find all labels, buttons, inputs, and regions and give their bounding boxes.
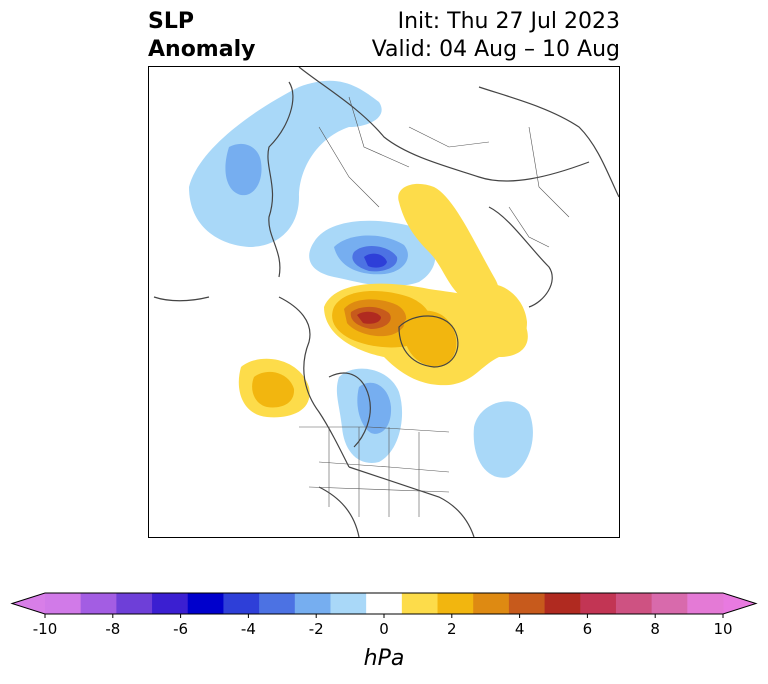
colorbar-swatch: [80, 593, 117, 614]
colorbar-over-arrow: [723, 593, 756, 614]
colorbar-unit-label: hPa: [363, 646, 405, 671]
positive-greenland: [403, 310, 457, 367]
negative-east-pacific: [473, 401, 533, 478]
colorbar-swatch: [651, 593, 688, 614]
borders: [299, 96, 570, 517]
colorbar-swatch: [152, 593, 189, 614]
colorbar-swatch: [437, 593, 474, 614]
title-right: Init: Thu 27 Jul 2023 Valid: 04 Aug – 10…: [372, 8, 620, 64]
colorbar-swatch: [116, 593, 153, 614]
colorbar-swatch: [187, 593, 224, 614]
colorbar-tick-label: 0: [379, 620, 389, 638]
colorbar-swatch: [687, 593, 724, 614]
map-panel[interactable]: [148, 66, 620, 538]
map-title-line1: SLP: [148, 9, 194, 34]
colorbar-swatch: [401, 593, 439, 614]
title-left: SLP Anomaly: [148, 8, 255, 64]
colorbar-swatch: [580, 593, 617, 614]
colorbar-swatch: [223, 593, 260, 614]
colorbar-tick-label: -2: [309, 620, 324, 638]
colorbar-swatch: [330, 593, 367, 614]
colorbar-under-arrow: [12, 593, 45, 614]
colorbar-swatch: [45, 593, 82, 614]
colorbar-tick-label: -10: [33, 620, 58, 638]
colorbar-tick-label: -8: [105, 620, 120, 638]
colorbar-tick-label: 2: [447, 620, 457, 638]
colorbar-tick-label: 4: [515, 620, 525, 638]
coastlines: [153, 67, 619, 537]
colorbar-tick-label: -4: [241, 620, 256, 638]
colorbar-swatch: [473, 593, 510, 614]
colorbar-swatch: [294, 593, 331, 614]
colorbar-tick-label: 8: [650, 620, 660, 638]
anomaly-fills: [189, 80, 533, 478]
map-title-line2: Anomaly: [148, 37, 256, 62]
colorbar-swatch: [615, 593, 653, 614]
colorbar-swatch: [544, 593, 581, 614]
map-svg: [153, 67, 619, 537]
colorbar: -10 -8 -6 -4 -2 0 2 4 6 8 10: [10, 592, 758, 638]
colorbar-tick-label: 6: [583, 620, 593, 638]
init-date: Init: Thu 27 Jul 2023: [397, 9, 620, 34]
colorbar-swatch: [366, 593, 403, 614]
valid-range: Valid: 04 Aug – 10 Aug: [371, 37, 620, 62]
colorbar-swatch: [508, 593, 546, 614]
negative-north-atlantic: [189, 80, 382, 247]
colorbar-swatch: [259, 593, 296, 614]
colorbar-tick-label: 10: [713, 620, 732, 638]
colorbar-tick-label: -6: [173, 620, 188, 638]
positive-urals: [398, 183, 500, 306]
